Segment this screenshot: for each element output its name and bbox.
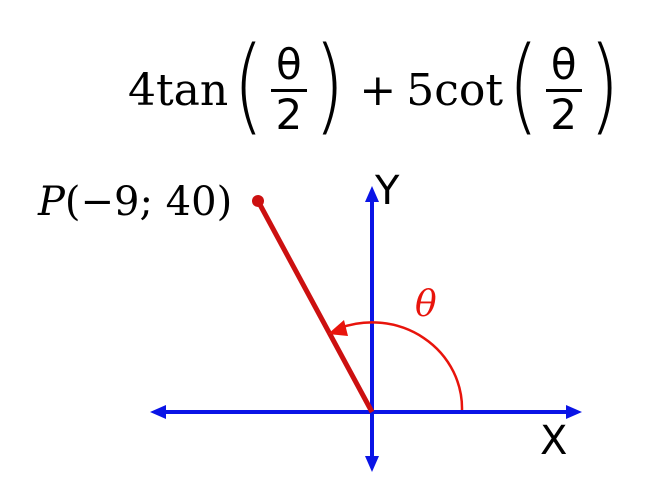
term1-close-paren: ) bbox=[313, 24, 345, 146]
x-axis-right-arrow bbox=[566, 405, 582, 419]
term2-open-paren: ( bbox=[508, 24, 539, 146]
point-coords: (−9; 40) bbox=[64, 179, 233, 225]
point-name: P bbox=[38, 179, 65, 225]
term1-numerator: θ bbox=[275, 40, 302, 90]
term2-denominator: 2 bbox=[550, 89, 578, 139]
angle-theta-label: θ bbox=[415, 284, 437, 325]
angle-arc-arrowhead bbox=[328, 320, 348, 336]
y-axis-up-arrow bbox=[365, 186, 379, 202]
angle-arc bbox=[339, 321, 464, 411]
term1-fraction: θ 2 bbox=[270, 40, 307, 139]
segment-op bbox=[255, 199, 375, 414]
x-axis-label: X bbox=[540, 418, 568, 464]
term1-denominator: 2 bbox=[275, 89, 303, 139]
point-p-dot bbox=[252, 195, 264, 207]
point-label: P(−9; 40) bbox=[38, 179, 232, 225]
expression: 4tan ( θ 2 ) + 5cot ( θ 2 ) bbox=[128, 24, 624, 146]
y-axis-down-arrow bbox=[365, 456, 379, 472]
term1-fraction-bar bbox=[270, 88, 307, 92]
plus-operator: + bbox=[359, 64, 397, 116]
term2-function: 5cot bbox=[406, 64, 504, 116]
x-axis-left-arrow bbox=[150, 405, 166, 419]
y-axis-label: Y bbox=[375, 168, 400, 214]
term2-fraction: θ 2 bbox=[545, 40, 582, 139]
term2-close-paren: ) bbox=[588, 24, 620, 146]
term2-fraction-bar bbox=[545, 88, 582, 92]
term1-open-paren: ( bbox=[233, 24, 264, 146]
term2-numerator: θ bbox=[550, 40, 577, 90]
term1-function: 4tan bbox=[128, 64, 229, 116]
